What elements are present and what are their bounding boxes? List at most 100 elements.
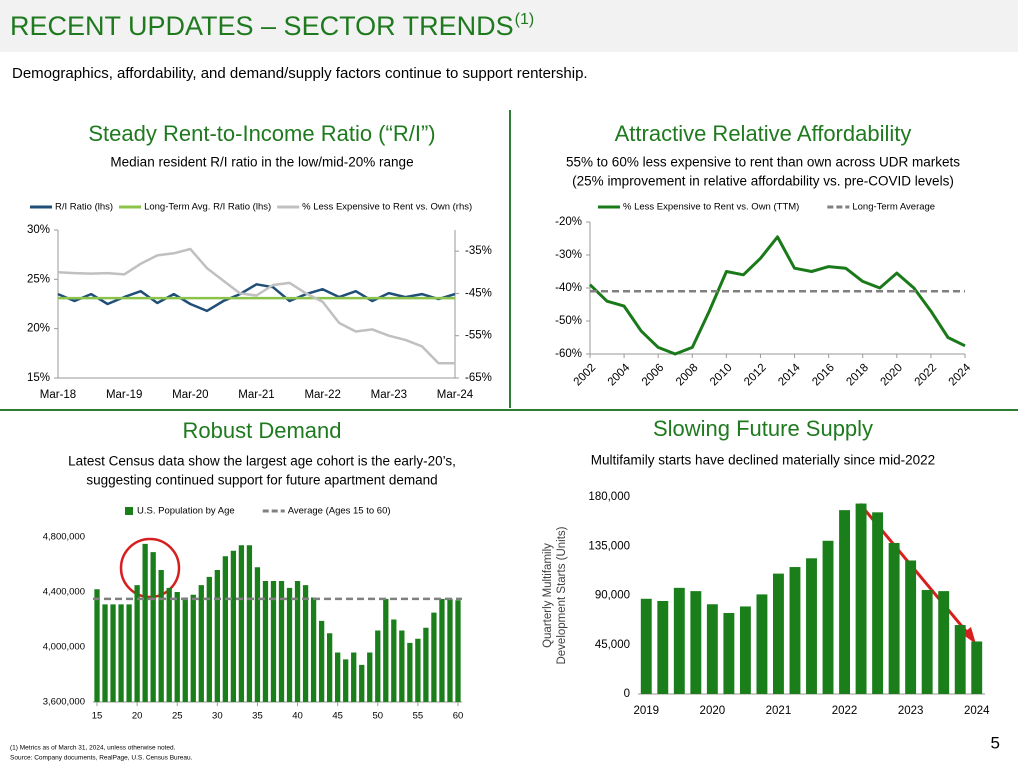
bar — [954, 625, 966, 694]
bar — [110, 604, 116, 702]
chart-subtitle: Median resident R/I ratio in the low/mid… — [110, 155, 413, 170]
bar — [222, 556, 229, 702]
bar — [278, 581, 285, 702]
x-tick-label: Mar-22 — [304, 389, 340, 401]
bar — [756, 594, 768, 694]
bar — [254, 567, 261, 702]
bar — [102, 604, 108, 702]
bar — [872, 512, 884, 694]
x-tick-label: 2022 — [913, 362, 940, 389]
bar — [455, 600, 461, 702]
bar — [367, 652, 373, 702]
x-tick-label: 35 — [252, 711, 263, 722]
bar — [888, 542, 900, 694]
chart-subtitle: suggesting continued support for future … — [86, 473, 437, 488]
trend-arrow-head — [962, 627, 976, 644]
bar — [855, 503, 867, 694]
y-tick-label: 45,000 — [595, 639, 630, 651]
bar — [166, 587, 172, 702]
bar — [190, 594, 196, 702]
bar — [423, 627, 429, 702]
bar — [789, 567, 801, 694]
x-tick-label: 2014 — [776, 361, 803, 388]
bar — [246, 545, 253, 702]
y-tick-label: 4,400,000 — [43, 587, 85, 598]
bar — [921, 590, 933, 694]
bar — [723, 613, 735, 694]
footnote: (1) Metrics as of March 31, 2024, unless… — [10, 745, 176, 752]
y-tick-label: 135,000 — [588, 540, 630, 552]
legend-label: Average (Ages 15 to 60) — [288, 506, 391, 517]
x-tick-label: 2020 — [879, 362, 906, 389]
bar — [431, 612, 437, 702]
chart-title: Steady Rent-to-Income Ratio (“R/I”) — [88, 121, 435, 146]
bar — [640, 598, 652, 694]
bar — [690, 591, 702, 694]
x-tick-label: 15 — [92, 711, 103, 722]
bar — [359, 664, 365, 702]
x-tick-label: Mar-21 — [238, 389, 274, 401]
bar — [182, 597, 188, 702]
x-tick-label: 20 — [132, 711, 143, 722]
x-tick-label: Mar-18 — [40, 389, 76, 401]
bar — [286, 587, 293, 702]
legend-swatch — [125, 507, 133, 515]
y-tick-label: 15% — [27, 372, 50, 384]
bar — [772, 573, 784, 694]
x-tick-label: 2023 — [898, 705, 924, 717]
y-tick-label: -60% — [555, 348, 582, 360]
x-tick-label: 45 — [332, 711, 343, 722]
bar — [673, 587, 685, 694]
x-tick-label: 60 — [453, 711, 464, 722]
bar — [262, 581, 269, 702]
x-tick-label: 40 — [292, 711, 303, 722]
bar — [150, 552, 156, 702]
x-tick-label: 2004 — [606, 361, 633, 388]
chart-title: Robust Demand — [183, 418, 342, 443]
bar — [375, 630, 381, 702]
slide-subtitle: Demographics, affordability, and demand/… — [12, 65, 588, 82]
slide-title-superscript: (1) — [515, 11, 535, 28]
bar — [206, 576, 212, 702]
bar — [905, 560, 917, 694]
x-tick-label: 2002 — [572, 362, 599, 389]
x-tick-label: Mar-23 — [371, 389, 407, 401]
x-tick-label: 2019 — [633, 705, 659, 717]
y2-tick-label: -45% — [465, 287, 492, 299]
x-tick-label: 2018 — [844, 362, 871, 389]
series-line — [57, 247, 455, 365]
bar — [142, 543, 148, 702]
bar — [806, 558, 817, 694]
bar — [238, 545, 245, 702]
bar — [134, 585, 140, 702]
legend-label: % Less Expensive to Rent vs. Own (rhs) — [302, 202, 472, 213]
bar — [335, 652, 341, 702]
y-axis-label: Quarterly Multifamily — [542, 543, 554, 648]
bar — [822, 540, 834, 694]
bar — [391, 619, 397, 702]
y-tick-label: 4,000,000 — [43, 642, 85, 653]
y-tick-label: -50% — [555, 315, 582, 327]
bar — [118, 604, 124, 702]
x-tick-label: 30 — [212, 711, 223, 722]
bar — [447, 598, 453, 702]
x-tick-label: 25 — [172, 711, 183, 722]
bar — [270, 581, 277, 702]
bar — [839, 510, 851, 694]
legend-label: R/I Ratio (lhs) — [55, 202, 113, 213]
bar — [938, 591, 950, 694]
chart-title: Attractive Relative Affordability — [615, 121, 912, 146]
x-tick-label: 2024 — [947, 361, 974, 388]
bar — [439, 598, 445, 702]
y2-tick-label: -65% — [465, 372, 492, 384]
bar — [294, 581, 301, 702]
x-tick-label: 2012 — [742, 362, 769, 389]
x-tick-label: 2021 — [766, 705, 792, 717]
bar — [158, 570, 164, 702]
x-tick-label: 2010 — [708, 362, 735, 389]
bar — [326, 633, 333, 702]
bar — [657, 600, 669, 694]
bar — [351, 652, 357, 702]
y-tick-label: 90,000 — [595, 590, 630, 602]
